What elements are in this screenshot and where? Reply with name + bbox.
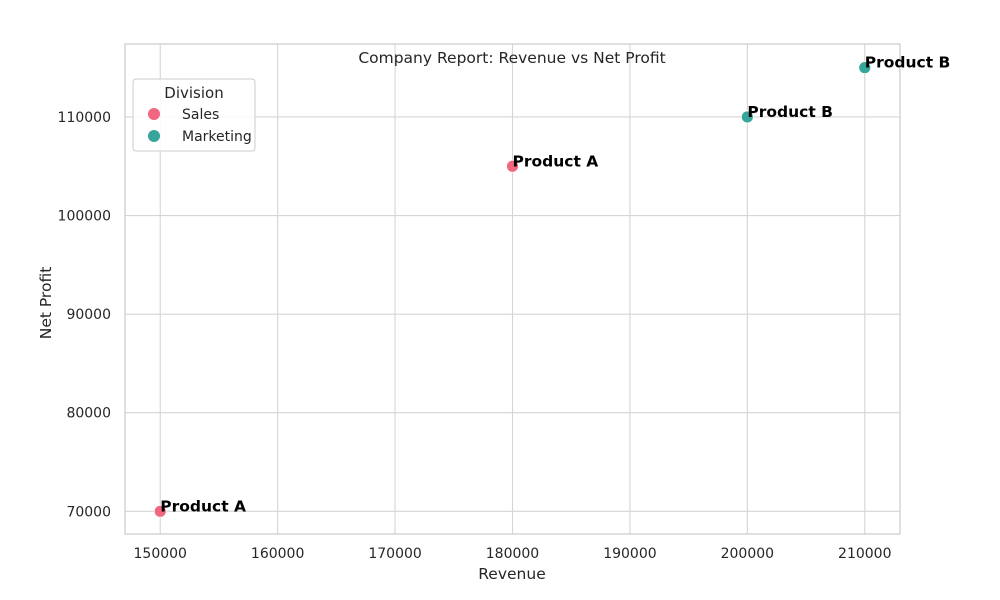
x-tick-label: 190000 <box>603 546 656 562</box>
point-label: Product B <box>747 103 833 121</box>
tick-labels: 150000 160000 170000 180000 190000 200000 2100… <box>58 110 892 562</box>
legend-box <box>132 78 256 152</box>
y-tick-label: 90000 <box>66 307 111 323</box>
chart-title: Company Report: Revenue vs Net Profit <box>358 49 665 67</box>
y-tick-label: 70000 <box>66 504 111 520</box>
legend-marker-marketing <box>148 130 160 142</box>
x-axis-title: Revenue <box>478 565 546 583</box>
point-label: Product A <box>160 497 246 515</box>
legend-marker-sales <box>148 108 160 120</box>
scatter-point <box>153 504 167 518</box>
plot-frame <box>124 43 901 535</box>
legend-title: Division <box>164 84 223 102</box>
x-tick-label: 170000 <box>368 546 421 562</box>
data-points <box>153 61 872 518</box>
point-labels: Product A Product A Product B Product B <box>160 54 950 516</box>
x-tick-label: 150000 <box>134 546 187 562</box>
legend-label-marketing: Marketing <box>182 129 252 145</box>
y-tick-label: 110000 <box>58 110 111 126</box>
point-label: Product A <box>513 152 599 170</box>
y-tick-label: 80000 <box>66 406 111 422</box>
legend: Division Sales Marketing <box>132 78 256 152</box>
scatter-point <box>858 61 872 75</box>
point-label: Product B <box>865 54 951 72</box>
y-tick-label: 100000 <box>58 209 111 225</box>
x-tick-label: 210000 <box>838 546 891 562</box>
scatter-point <box>740 110 754 124</box>
y-axis-title: Net Profit <box>37 267 55 340</box>
scatter-point <box>506 159 519 173</box>
x-tick-label: 180000 <box>486 546 539 562</box>
x-tick-label: 160000 <box>251 546 304 562</box>
x-tick-label: 200000 <box>721 546 774 562</box>
legend-label-sales: Sales <box>182 107 219 123</box>
